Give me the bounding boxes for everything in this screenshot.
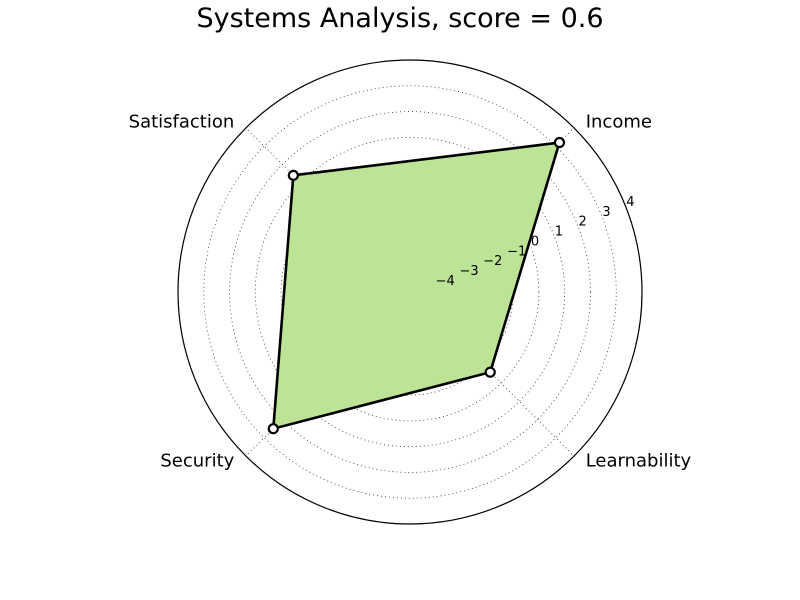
data-point-satisfaction <box>287 169 299 181</box>
r-tick-label: 1 <box>555 225 563 240</box>
category-label-satisfaction: Satisfaction <box>129 111 235 132</box>
grid-ring-7 <box>203 85 617 499</box>
data-layer <box>267 136 566 435</box>
label-layer: −4 −3 −2 −1 0 1 23 4 Income Satisfaction Security L… <box>129 111 692 471</box>
r-tick-label: 4 <box>626 195 634 210</box>
r-tick-label: −1 <box>507 244 526 259</box>
r-tick-label: 3 <box>602 205 610 220</box>
chart-title: Systems Analysis, score = 0.6 <box>196 3 604 34</box>
data-point-income <box>553 136 566 149</box>
data-point-security <box>267 423 279 435</box>
r-tick-label: −2 <box>483 254 502 269</box>
r-tick-label: 2 <box>579 215 587 230</box>
data-point-learnability <box>484 366 496 378</box>
r-tick-label: −4 <box>436 274 455 289</box>
category-label-learnability: Learnability <box>586 451 692 472</box>
grid-ring-5 <box>254 136 566 448</box>
r-tick-label: −3 <box>459 264 478 279</box>
data-area <box>271 140 562 431</box>
outer-ring <box>177 59 643 525</box>
category-label-security: Security <box>160 451 234 472</box>
r-tick-label: 0 <box>531 234 539 249</box>
grid-ring-4 <box>280 162 540 422</box>
category-label-income: Income <box>586 111 652 132</box>
grid-ring-6 <box>229 111 591 473</box>
